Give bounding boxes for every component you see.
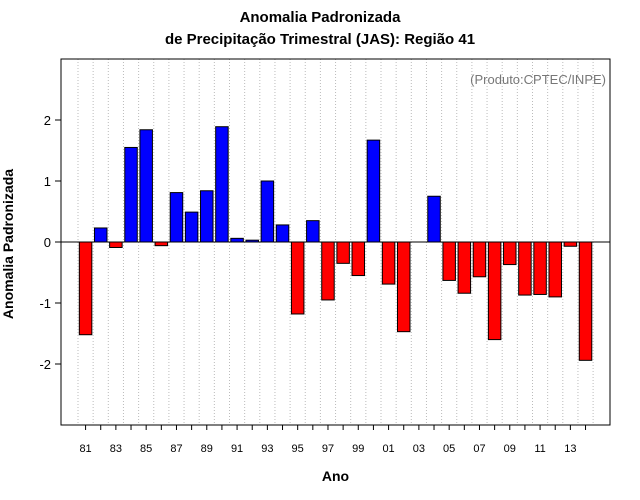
x-tick-label: 07 — [473, 443, 485, 455]
bar-85 — [139, 129, 153, 243]
bar-08 — [487, 241, 502, 341]
bar-96 — [306, 220, 320, 243]
y-axis-label: Anomalia Padronizada — [0, 169, 16, 319]
y-axis: -2 -1 0 1 2 — [39, 113, 61, 372]
bar-92 — [245, 239, 259, 243]
bar-87 — [169, 192, 184, 243]
bar-93 — [260, 180, 275, 243]
chart-subtitle: de Precipitação Trimestral (JAS): Região… — [164, 31, 476, 48]
bars — [78, 126, 593, 361]
bar-95 — [290, 241, 305, 315]
bar-04 — [427, 195, 441, 243]
x-tick-label: 03 — [413, 443, 425, 455]
bar-99 — [351, 241, 366, 277]
bar-00 — [366, 139, 381, 243]
bar-98 — [336, 241, 350, 264]
x-axis: 81 83 85 87 89 91 93 95 97 99 01 03 05 07 09 11 13 — [79, 425, 587, 455]
bar-11 — [533, 241, 547, 295]
x-tick-label: 13 — [564, 443, 576, 455]
bar-05 — [442, 241, 456, 281]
bar-88 — [184, 211, 199, 243]
bar-97 — [321, 241, 335, 301]
bar-82 — [93, 227, 108, 243]
x-tick-label: 87 — [170, 443, 182, 455]
bar-12 — [548, 241, 562, 298]
x-tick-label: 09 — [504, 443, 516, 455]
chart-title: Anomalia Padronizada — [239, 9, 401, 26]
bar-83 — [109, 241, 123, 248]
x-tick-label: 85 — [140, 443, 152, 455]
x-tick-label: 93 — [261, 443, 273, 455]
x-tick-label: 81 — [79, 443, 91, 455]
bar-02 — [396, 241, 411, 333]
bar-84 — [124, 146, 138, 243]
bar-89 — [200, 190, 214, 243]
bar-06 — [457, 241, 472, 294]
source-annotation: (Produto:CPTEC/INPE) — [470, 72, 606, 87]
bar-81 — [78, 241, 93, 336]
x-tick-label: 99 — [352, 443, 364, 455]
x-tick-label: 05 — [443, 443, 455, 455]
x-tick-label: 01 — [382, 443, 394, 455]
bar-10 — [518, 241, 532, 296]
x-tick-label: 89 — [201, 443, 213, 455]
y-tick-label: 1 — [44, 174, 51, 189]
x-tick-label: 95 — [292, 443, 304, 455]
y-tick-label: -1 — [39, 296, 51, 311]
x-axis-label: Ano — [322, 468, 349, 484]
x-tick-label: 83 — [110, 443, 122, 455]
x-tick-label: 91 — [231, 443, 243, 455]
y-tick-label: 0 — [44, 235, 51, 250]
bar-91 — [230, 237, 244, 243]
bar-90 — [215, 126, 229, 243]
bar-09 — [503, 241, 517, 266]
bar-01 — [381, 241, 396, 285]
x-tick-label: 11 — [534, 443, 545, 455]
bar-14 — [578, 241, 593, 361]
y-tick-label: 2 — [44, 113, 51, 128]
x-tick-label: 97 — [322, 443, 334, 455]
bar-07 — [472, 241, 487, 278]
bar-86 — [154, 241, 169, 247]
y-tick-label: -2 — [39, 357, 51, 372]
bar-94 — [275, 224, 290, 243]
bar-13 — [563, 241, 578, 247]
